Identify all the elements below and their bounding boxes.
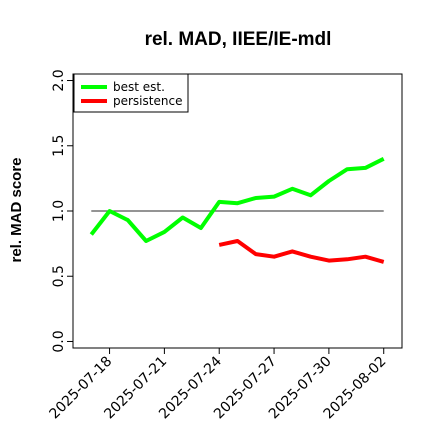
series-line-best-est [89, 157, 385, 243]
legend-label-persistence: persistence [113, 94, 182, 108]
y-tick-label: 1.5 [51, 135, 67, 157]
legend-box [73, 73, 189, 113]
chart-title: rel. MAD, IIEE/IE-mdl [145, 29, 332, 50]
legend-label-best-est: best est. [113, 80, 165, 94]
y-tick-label: 0.0 [51, 330, 67, 352]
series-line-persistence [218, 239, 385, 264]
y-tick-label: 1.0 [51, 200, 67, 222]
x-axis: 2025-07-182025-07-212025-07-242025-07-27… [47, 348, 390, 422]
y-axis: 0.0 0.5 1.0 1.5 2.0 [51, 69, 73, 353]
y-tick-label: 2.0 [51, 69, 67, 91]
y-tick-label: 0.5 [51, 265, 67, 287]
series-group [89, 157, 385, 264]
y-axis-label: rel. MAD score [8, 157, 25, 262]
legend: best est. persistence [73, 73, 189, 113]
